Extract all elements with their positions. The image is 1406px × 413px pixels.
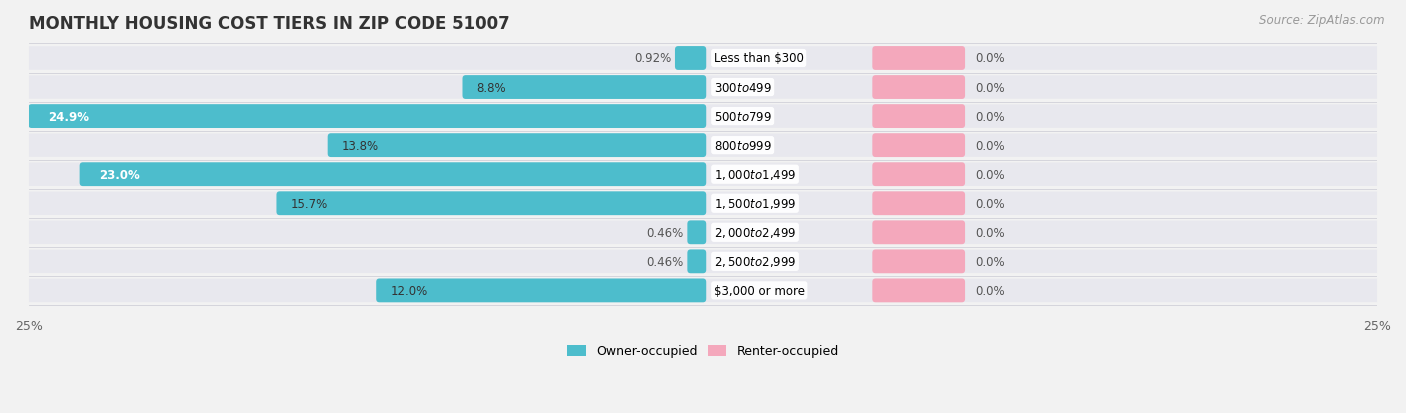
- Legend: Owner-occupied, Renter-occupied: Owner-occupied, Renter-occupied: [562, 339, 844, 363]
- FancyBboxPatch shape: [30, 192, 1376, 216]
- FancyBboxPatch shape: [872, 279, 965, 303]
- FancyBboxPatch shape: [872, 134, 965, 158]
- FancyBboxPatch shape: [28, 105, 706, 129]
- Text: 0.46%: 0.46%: [647, 255, 683, 268]
- Text: 0.0%: 0.0%: [976, 197, 1005, 210]
- Text: Source: ZipAtlas.com: Source: ZipAtlas.com: [1260, 14, 1385, 27]
- FancyBboxPatch shape: [463, 76, 706, 100]
- Text: $2,500 to $2,999: $2,500 to $2,999: [714, 255, 796, 269]
- FancyBboxPatch shape: [277, 192, 706, 216]
- FancyBboxPatch shape: [872, 163, 965, 187]
- FancyBboxPatch shape: [30, 134, 1376, 157]
- FancyBboxPatch shape: [30, 221, 1376, 244]
- FancyBboxPatch shape: [872, 192, 965, 216]
- Text: 0.0%: 0.0%: [976, 226, 1005, 239]
- Text: 0.0%: 0.0%: [976, 110, 1005, 123]
- Text: 0.0%: 0.0%: [976, 255, 1005, 268]
- FancyBboxPatch shape: [872, 105, 965, 129]
- Text: MONTHLY HOUSING COST TIERS IN ZIP CODE 51007: MONTHLY HOUSING COST TIERS IN ZIP CODE 5…: [30, 15, 510, 33]
- FancyBboxPatch shape: [872, 221, 965, 244]
- Text: 13.8%: 13.8%: [342, 139, 378, 152]
- Text: 0.46%: 0.46%: [647, 226, 683, 239]
- Text: 8.8%: 8.8%: [477, 81, 506, 94]
- FancyBboxPatch shape: [688, 250, 706, 273]
- FancyBboxPatch shape: [30, 250, 1376, 273]
- Text: $2,000 to $2,499: $2,000 to $2,499: [714, 226, 796, 240]
- Text: Less than $300: Less than $300: [714, 52, 804, 65]
- FancyBboxPatch shape: [328, 134, 706, 158]
- FancyBboxPatch shape: [30, 105, 1376, 128]
- Text: 12.0%: 12.0%: [391, 284, 427, 297]
- Text: $1,500 to $1,999: $1,500 to $1,999: [714, 197, 796, 211]
- Text: $500 to $799: $500 to $799: [714, 110, 772, 123]
- FancyBboxPatch shape: [675, 47, 706, 71]
- FancyBboxPatch shape: [30, 47, 1376, 71]
- FancyBboxPatch shape: [377, 279, 706, 303]
- FancyBboxPatch shape: [688, 221, 706, 244]
- Text: 0.0%: 0.0%: [976, 81, 1005, 94]
- FancyBboxPatch shape: [872, 47, 965, 71]
- FancyBboxPatch shape: [30, 279, 1376, 302]
- Text: 0.92%: 0.92%: [634, 52, 672, 65]
- Text: 0.0%: 0.0%: [976, 284, 1005, 297]
- FancyBboxPatch shape: [872, 76, 965, 100]
- Text: 23.0%: 23.0%: [98, 168, 139, 181]
- Text: $800 to $999: $800 to $999: [714, 139, 772, 152]
- Text: 24.9%: 24.9%: [48, 110, 89, 123]
- Text: $1,000 to $1,499: $1,000 to $1,499: [714, 168, 796, 182]
- Text: 0.0%: 0.0%: [976, 168, 1005, 181]
- Text: 0.0%: 0.0%: [976, 139, 1005, 152]
- FancyBboxPatch shape: [872, 250, 965, 273]
- Text: $300 to $499: $300 to $499: [714, 81, 772, 94]
- FancyBboxPatch shape: [30, 163, 1376, 187]
- FancyBboxPatch shape: [80, 163, 706, 187]
- Text: 15.7%: 15.7%: [291, 197, 328, 210]
- Text: 0.0%: 0.0%: [976, 52, 1005, 65]
- Text: $3,000 or more: $3,000 or more: [714, 284, 804, 297]
- FancyBboxPatch shape: [30, 76, 1376, 100]
